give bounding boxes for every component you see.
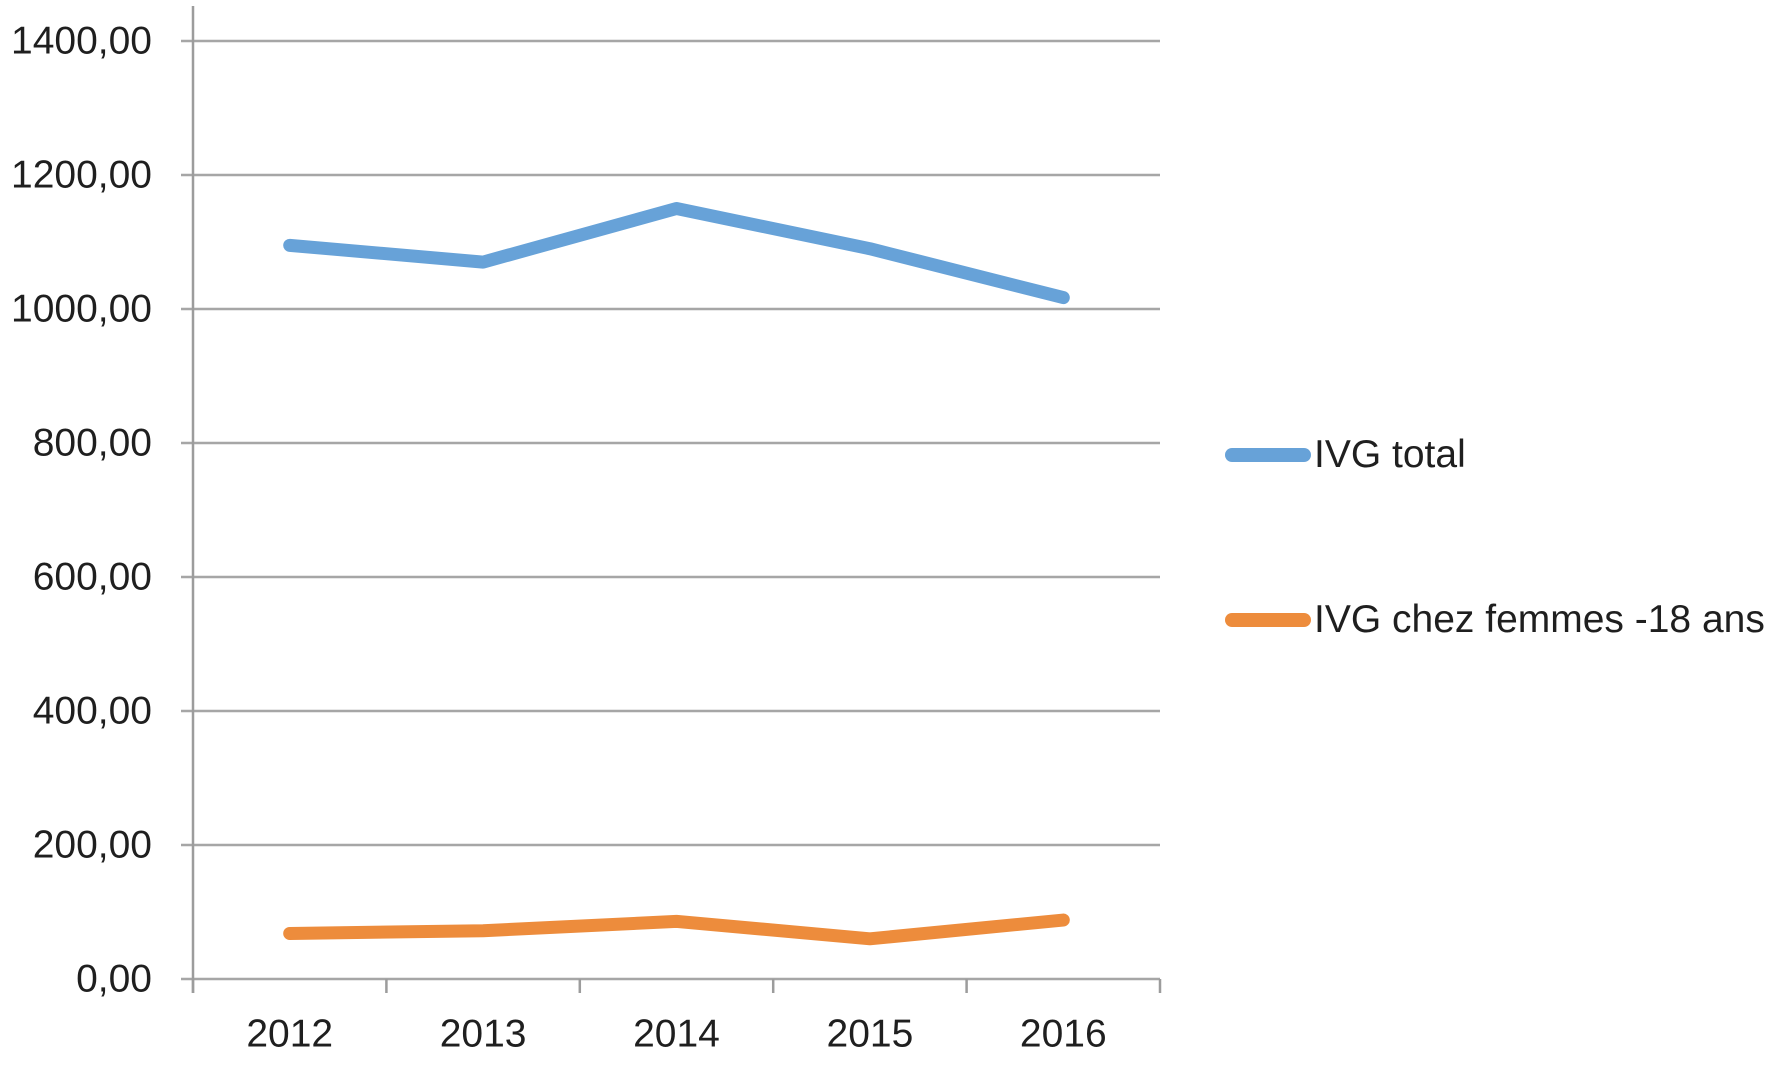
series-line-1 (283, 913, 1070, 946)
y-axis-label: 1000,00 (11, 288, 152, 331)
x-axis-label: 2013 (440, 1013, 527, 1056)
x-axis-label: 2016 (1020, 1013, 1107, 1056)
x-axis-label: 2015 (827, 1013, 914, 1056)
x-axis-label: 2014 (633, 1013, 720, 1056)
y-axis-label: 1400,00 (11, 20, 152, 63)
x-axis-label: 2012 (246, 1013, 333, 1056)
legend-swatch-ivg-total (1225, 448, 1311, 462)
y-axis-label: 1200,00 (11, 154, 152, 197)
legend-swatch-ivg-moins-18 (1225, 613, 1311, 627)
legend-item-ivg-total: IVG total (1225, 432, 1466, 478)
y-axis-label: 0,00 (76, 958, 152, 1001)
y-axis-label: 200,00 (33, 824, 152, 867)
legend-label-ivg-moins-18: IVG chez femmes -18 ans (1314, 598, 1765, 641)
y-axis-label: 600,00 (33, 556, 152, 599)
y-axis-label: 800,00 (33, 422, 152, 465)
legend-item-ivg-moins-18: IVG chez femmes -18 ans (1225, 597, 1765, 643)
y-axis-label: 400,00 (33, 690, 152, 733)
series-line-0 (283, 202, 1070, 305)
legend-label-ivg-total: IVG total (1314, 433, 1466, 476)
